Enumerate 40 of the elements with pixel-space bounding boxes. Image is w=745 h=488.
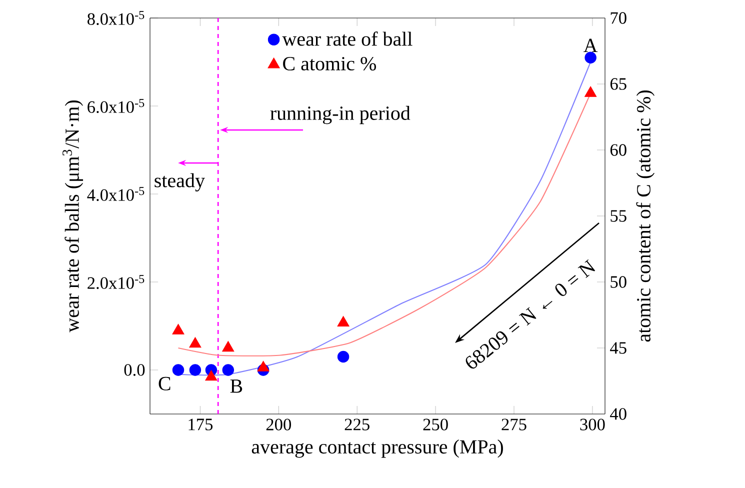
y2-axis-title: atomic content of C (atomic %) bbox=[636, 90, 655, 342]
point bbox=[189, 337, 202, 348]
point bbox=[337, 316, 350, 327]
point bbox=[205, 370, 218, 381]
annotation: C bbox=[158, 376, 170, 390]
point bbox=[189, 364, 202, 376]
point bbox=[584, 86, 597, 97]
y2-tick-label: 70 bbox=[610, 12, 626, 24]
x-axis-title: average contact pressure (MPa) bbox=[252, 440, 503, 458]
y-tick-label: 8.0x10$^{-5}$ bbox=[88, 11, 144, 26]
point bbox=[172, 324, 184, 334]
y-axis-title: wear rate of balls (μm$^{3}$/N·m) bbox=[62, 100, 84, 332]
x-tick-label: 225 bbox=[344, 418, 370, 430]
annotation: A bbox=[584, 38, 598, 52]
point bbox=[172, 364, 184, 376]
y-tick-label: 2.0x10$^{-5}$ bbox=[88, 274, 144, 289]
annotation: B bbox=[230, 380, 242, 393]
y2-tick-label: 50 bbox=[610, 276, 626, 288]
annotation: steady bbox=[154, 173, 205, 192]
y-tick-label: 4.0x10$^{-5}$ bbox=[87, 186, 144, 201]
point bbox=[257, 360, 270, 372]
y-tick-label: 6.0x10$^{-5}$ bbox=[88, 99, 144, 114]
x-tick-label: 250 bbox=[423, 418, 448, 430]
y2-tick-label: 45 bbox=[610, 342, 626, 354]
y2-tick-label: 65 bbox=[610, 78, 626, 90]
x-tick-label: 175 bbox=[188, 418, 213, 430]
legend-label: wear rate of ball bbox=[282, 32, 412, 46]
y-tick-label: 0.0 bbox=[124, 364, 145, 376]
point bbox=[222, 341, 234, 352]
point bbox=[222, 364, 234, 376]
x-tick-label: 300 bbox=[580, 418, 605, 430]
x-tick-label: 200 bbox=[266, 418, 292, 430]
y2-tick-label: 40 bbox=[610, 408, 626, 420]
legend-label: C atomic % bbox=[283, 56, 376, 71]
y2-tick-label: 60 bbox=[610, 144, 626, 156]
annotation: running-in period bbox=[270, 106, 410, 124]
y2-tick-label: 55 bbox=[610, 210, 626, 222]
point bbox=[584, 52, 596, 64]
point bbox=[337, 350, 350, 363]
x-tick-label: 275 bbox=[502, 418, 526, 430]
